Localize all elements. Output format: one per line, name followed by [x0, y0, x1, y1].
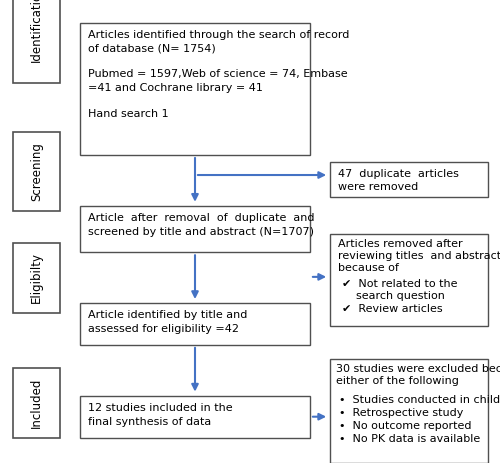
Text: 12 studies included in the: 12 studies included in the: [88, 403, 232, 413]
FancyBboxPatch shape: [12, 243, 60, 313]
Text: either of the following: either of the following: [336, 376, 459, 387]
FancyBboxPatch shape: [330, 162, 488, 197]
Text: of database (N= 1754): of database (N= 1754): [88, 44, 215, 54]
FancyBboxPatch shape: [12, 368, 60, 438]
Text: search question: search question: [342, 291, 446, 301]
FancyBboxPatch shape: [12, 0, 60, 83]
Text: Article identified by title and: Article identified by title and: [88, 310, 247, 320]
Text: were removed: were removed: [338, 182, 418, 192]
Text: final synthesis of data: final synthesis of data: [88, 417, 211, 427]
Text: because of: because of: [338, 263, 398, 274]
Text: ✔  Not related to the: ✔ Not related to the: [342, 279, 458, 289]
FancyBboxPatch shape: [330, 359, 488, 463]
Text: Hand search 1: Hand search 1: [88, 109, 168, 119]
Text: •  Retrospective study: • Retrospective study: [339, 408, 464, 418]
Text: Articles removed after: Articles removed after: [338, 239, 462, 250]
Text: Eligibilty: Eligibilty: [30, 252, 43, 303]
Text: Included: Included: [30, 378, 43, 428]
Text: •  No outcome reported: • No outcome reported: [339, 421, 471, 431]
FancyBboxPatch shape: [80, 23, 310, 155]
FancyBboxPatch shape: [12, 132, 60, 211]
Text: •  Studies conducted in children: • Studies conducted in children: [339, 395, 500, 405]
FancyBboxPatch shape: [330, 234, 488, 326]
Text: ✔  Review articles: ✔ Review articles: [342, 304, 443, 314]
Text: •  No PK data is available: • No PK data is available: [339, 434, 480, 444]
Text: =41 and Cochrane library = 41: =41 and Cochrane library = 41: [88, 83, 262, 94]
FancyBboxPatch shape: [80, 303, 310, 345]
FancyBboxPatch shape: [80, 396, 310, 438]
Text: Screening: Screening: [30, 142, 43, 201]
Text: screened by title and abstract (N=1707): screened by title and abstract (N=1707): [88, 227, 314, 237]
Text: Article  after  removal  of  duplicate  and: Article after removal of duplicate and: [88, 213, 314, 223]
Text: reviewing titles  and abstract: reviewing titles and abstract: [338, 251, 500, 262]
Text: assessed for eligibility =42: assessed for eligibility =42: [88, 324, 238, 334]
Text: Identification: Identification: [30, 0, 43, 62]
FancyBboxPatch shape: [80, 206, 310, 252]
Text: Articles identified through the search of record: Articles identified through the search o…: [88, 30, 349, 40]
Text: 30 studies were excluded because of: 30 studies were excluded because of: [336, 364, 500, 375]
Text: 47  duplicate  articles: 47 duplicate articles: [338, 169, 458, 179]
Text: Pubmed = 1597,Web of science = 74, Embase: Pubmed = 1597,Web of science = 74, Embas…: [88, 69, 347, 80]
